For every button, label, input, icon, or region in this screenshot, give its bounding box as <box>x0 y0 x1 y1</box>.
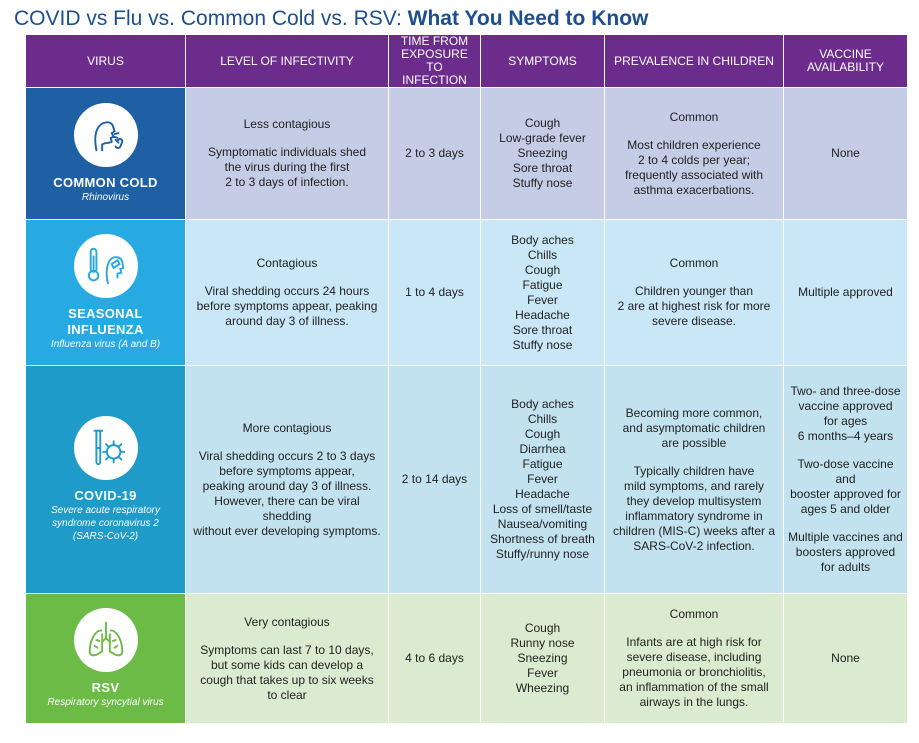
vaccine-covid: Two- and three-dose vaccine approved for a… <box>783 365 908 594</box>
virus-cell-covid: COVID-19 Severe acute respiratory syndrom… <box>25 365 186 594</box>
vaccine-cold: None <box>783 87 908 220</box>
row-influenza: SEASONAL INFLUENZA Influenza virus (A an… <box>25 219 908 366</box>
page-title: COVID vs Flu vs. Common Cold vs. RSV: Wh… <box>14 4 648 34</box>
virus-name-covid: COVID-19 <box>74 488 137 503</box>
infectivity-cold: Less contagious Symptomatic individuals … <box>185 87 389 220</box>
time-covid: 2 to 14 days <box>388 365 481 594</box>
row-covid: COVID-19 Severe acute respiratory syndrom… <box>25 365 908 594</box>
time-rsv: 4 to 6 days <box>388 593 481 724</box>
title-bold: What You Need to Know <box>407 7 649 30</box>
virus-name-cold: COMMON COLD <box>53 175 158 190</box>
symptoms-cold: Cough Low-grade fever Sneezing Sore throat S… <box>480 87 605 220</box>
header-time: TIME FROM EXPOSURE TO INFECTION <box>388 34 481 88</box>
virus-cell-cold: COMMON COLD Rhinovirus <box>25 87 186 220</box>
virus-sub-cold: Rhinovirus <box>81 192 130 203</box>
comparison-table: VIRUS LEVEL OF INFECTIVITY TIME FROM EXPO… <box>25 34 908 724</box>
virus-sub-rsv: Respiratory syncytial virus <box>47 697 164 708</box>
header-row: VIRUS LEVEL OF INFECTIVITY TIME FROM EXPO… <box>25 34 908 88</box>
virus-name-flu-2: INFLUENZA <box>67 322 144 337</box>
row-rsv: RSV Respiratory syncytial virus Very con… <box>25 593 908 724</box>
title-regular: COVID vs Flu vs. Common Cold vs. RSV: <box>14 7 408 30</box>
prevalence-flu: Common Children younger than 2 are at hig… <box>604 219 784 366</box>
virus-cell-flu: SEASONAL INFLUENZA Influenza virus (A an… <box>25 219 186 366</box>
lungs-icon <box>73 608 138 672</box>
virus-sub-flu: Influenza virus (A and B) <box>50 339 161 350</box>
header-prevalence: PREVALENCE IN CHILDREN <box>604 34 784 88</box>
symptoms-flu: Body aches Chills Cough Fatigue Fever Headach… <box>480 219 605 366</box>
vaccine-rsv: None <box>783 593 908 724</box>
virus-cell-rsv: RSV Respiratory syncytial virus <box>25 593 186 724</box>
symptoms-covid: Body aches Chills Cough Diarrhea Fatigue Feve… <box>480 365 605 594</box>
prevalence-cold: Common Most children experience 2 to 4 co… <box>604 87 784 220</box>
infectivity-rsv: Very contagious Symptoms can last 7 to 1… <box>185 593 389 724</box>
row-common-cold: COMMON COLD Rhinovirus Less contagious S… <box>25 87 908 220</box>
vaccine-flu: Multiple approved <box>783 219 908 366</box>
virus-sub-covid: Severe acute respiratory syndrome coronav… <box>51 505 160 542</box>
header-symptoms: SYMPTOMS <box>480 34 605 88</box>
time-cold: 2 to 3 days <box>388 87 481 220</box>
infectivity-flu: Contagious Viral shedding occurs 24 hour… <box>185 219 389 366</box>
virus-name-rsv: RSV <box>91 680 120 695</box>
sneezing-person-icon <box>73 103 138 167</box>
header-vaccine: VACCINE AVAILABILITY <box>783 34 908 88</box>
test-tube-virus-icon <box>73 416 138 480</box>
prevalence-covid: Becoming more common, and asymptomatic ch… <box>604 365 784 594</box>
time-flu: 1 to 4 days <box>388 219 481 366</box>
prevalence-rsv: Common Infants are at high risk for sever… <box>604 593 784 724</box>
virus-name-flu-1: SEASONAL <box>68 306 143 321</box>
infectivity-covid: More contagious Viral shedding occurs 2 … <box>185 365 389 594</box>
thermometer-person-icon <box>73 234 138 298</box>
symptoms-rsv: Cough Runny nose Sneezing Fever Wheezing <box>480 593 605 724</box>
header-infectivity: LEVEL OF INFECTIVITY <box>185 34 389 88</box>
header-virus: VIRUS <box>25 34 186 88</box>
